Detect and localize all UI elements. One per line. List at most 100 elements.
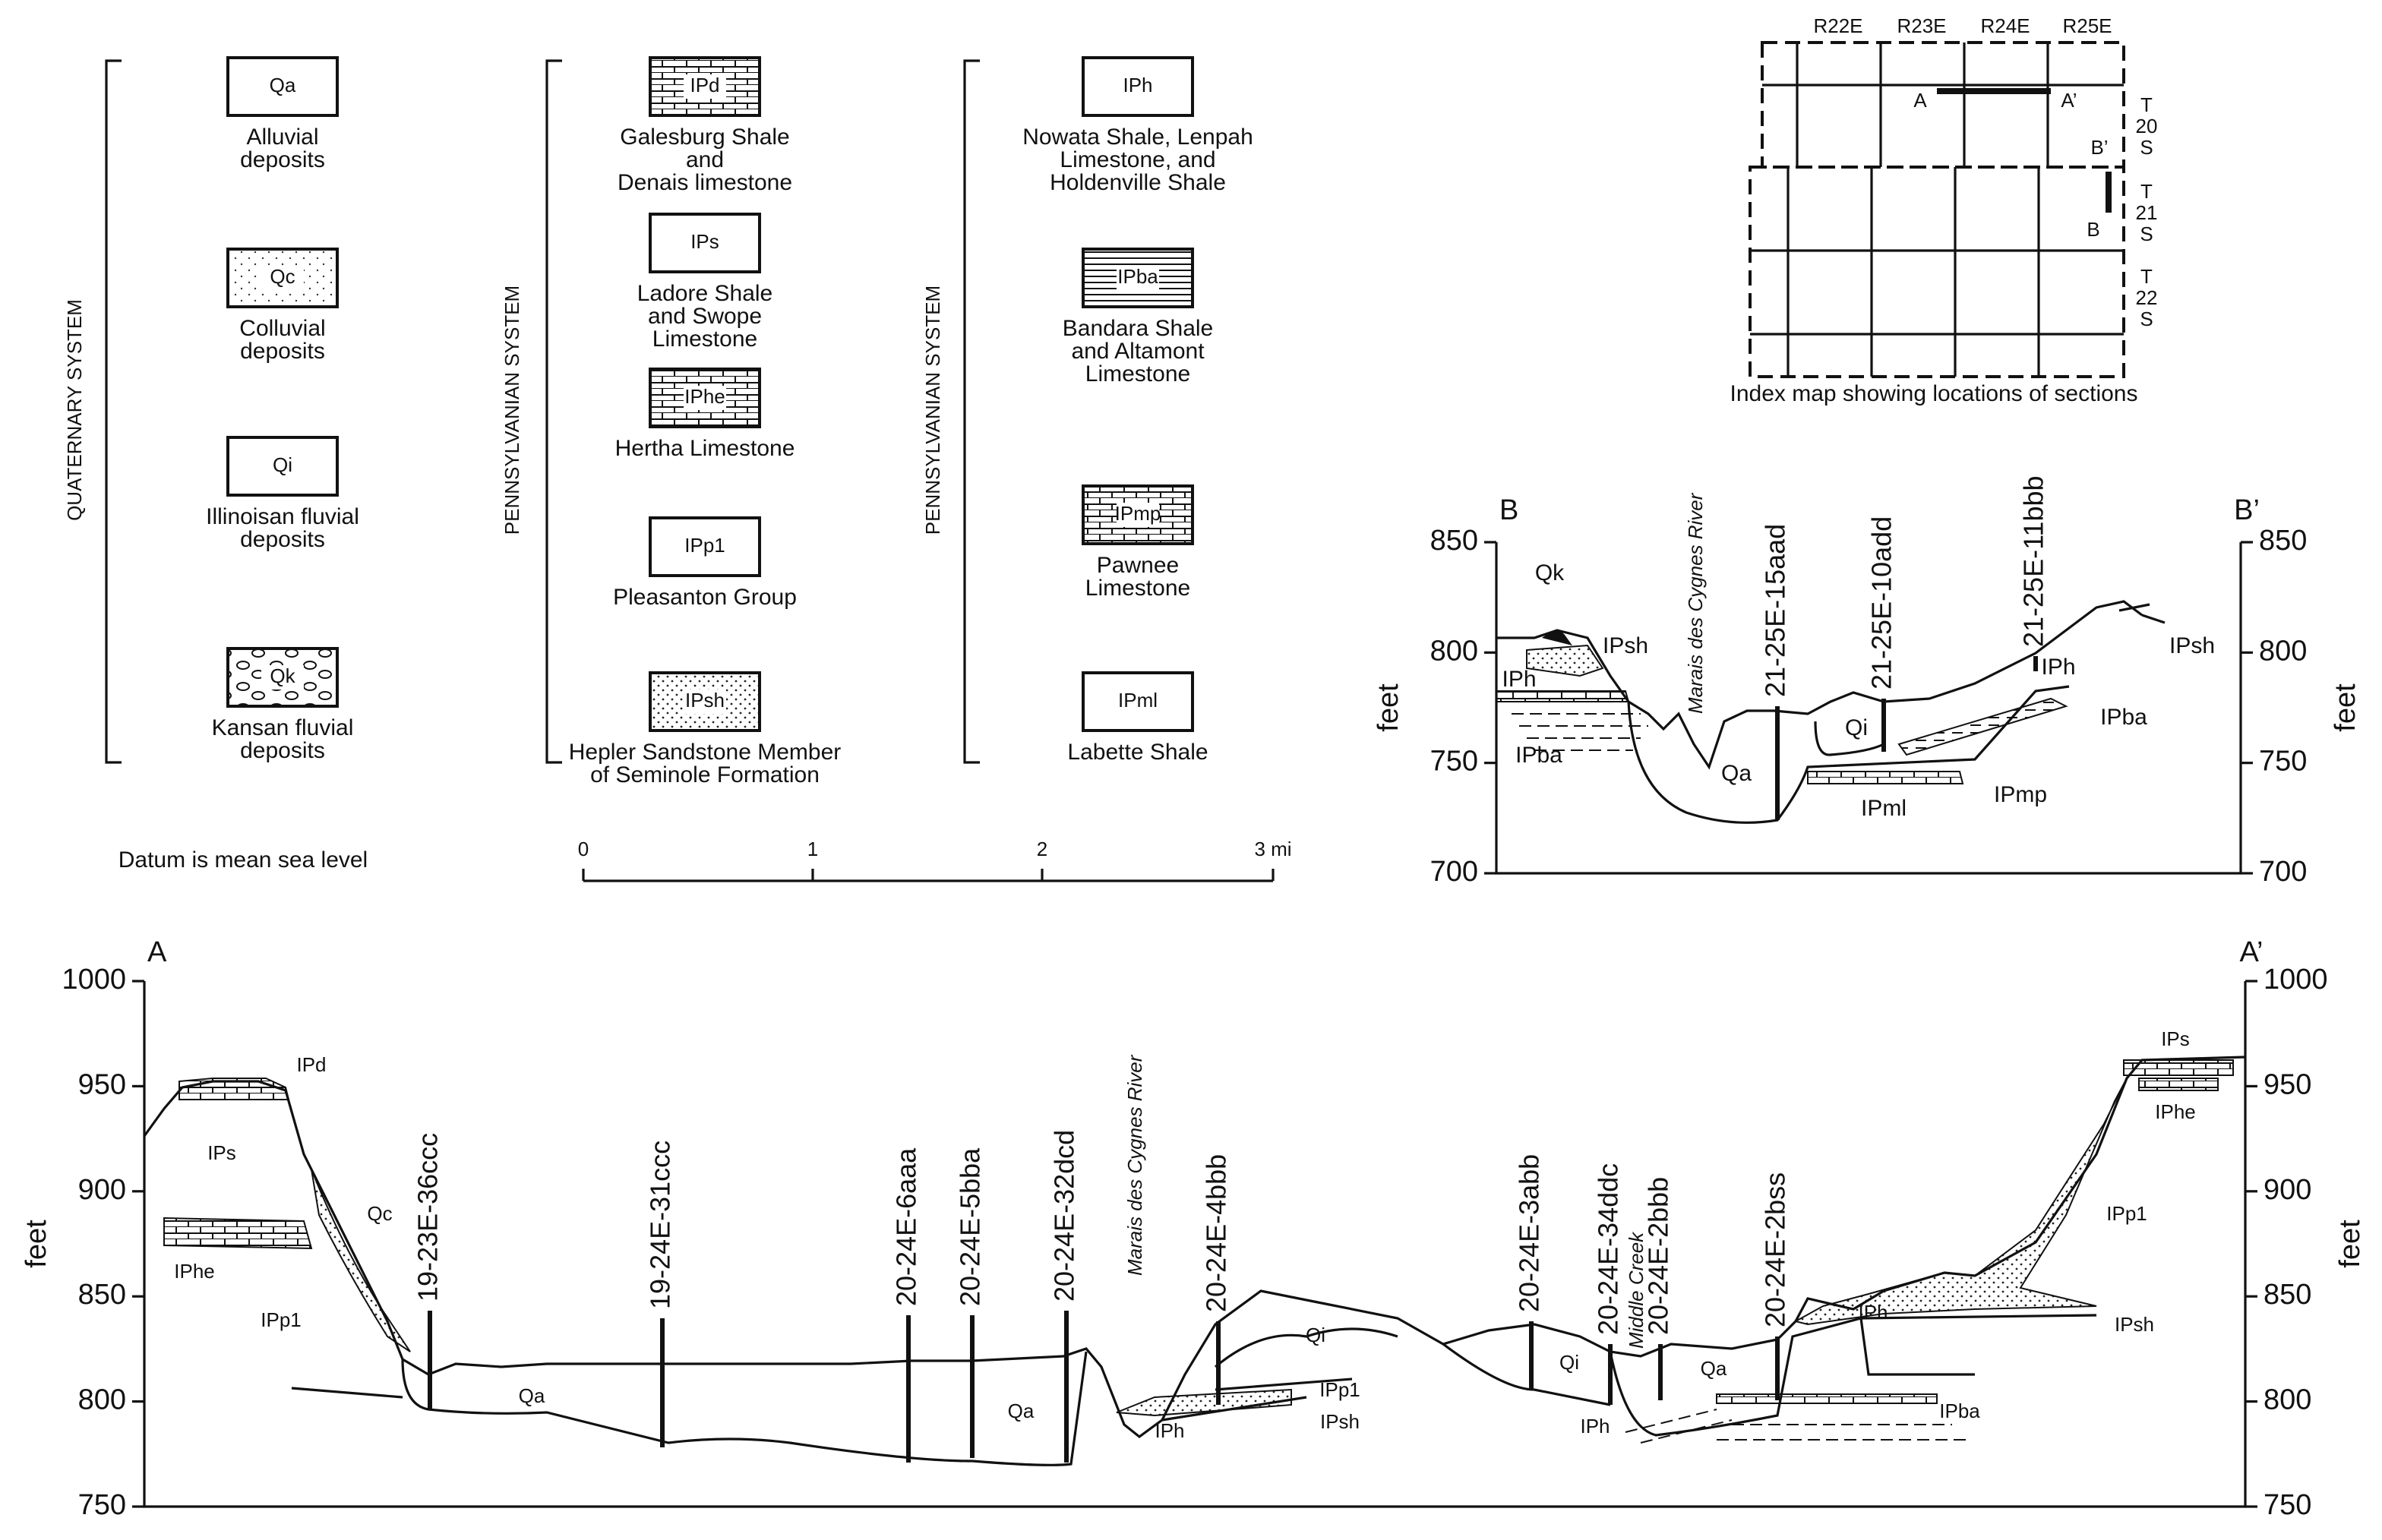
section-endpoint: A [1913, 89, 1927, 112]
bracket [545, 59, 562, 764]
unit-label-section: IPsh [1320, 1410, 1360, 1433]
bracket [963, 59, 980, 764]
range-label: R25E [2062, 14, 2112, 37]
y-tick-label: 850 [2264, 1279, 2311, 1311]
unit-symbol: IPmp [1115, 502, 1161, 525]
symbol-bg [1117, 690, 1159, 714]
unit-label: deposits [240, 527, 325, 552]
unit-label: and Altamont [1071, 339, 1205, 364]
y-tick-label: 950 [2264, 1068, 2311, 1100]
scale-bar [582, 869, 1275, 882]
y-tick-label: 750 [1430, 746, 1478, 778]
township-label: 21 [2136, 201, 2158, 224]
unit-label: Hepler Sandstone Member [569, 740, 842, 765]
scale-label: 3 mi [1254, 838, 1291, 860]
symbol-bg [1117, 74, 1159, 99]
township-label: S [2140, 222, 2153, 245]
y-tick-label: 950 [78, 1068, 126, 1100]
y-axis-label: feet [1373, 683, 1404, 732]
unit-label: Labette Shale [1067, 740, 1208, 765]
well-label: 20-24E-5bba [955, 1147, 986, 1306]
y-tick-label: 850 [1430, 525, 1478, 557]
datum-note: Datum is mean sea level [118, 847, 368, 873]
unit-label: Bandara Shale [1063, 316, 1214, 341]
unit-label-section: IPh [2041, 655, 2075, 680]
y-tick-label: 750 [2264, 1489, 2311, 1521]
unit-label: Alluvial [246, 125, 318, 150]
unit-label-section: IPh [1858, 1301, 1888, 1324]
section-endpoint: B [2087, 218, 2099, 241]
unit-symbol: IPml [1118, 689, 1158, 712]
map-caption: Index map showing locations of sections [1730, 381, 2138, 406]
scale-label: 2 [1037, 838, 1047, 860]
unit-label: Nowata Shale, Lenpah [1022, 125, 1253, 150]
well-label: 20-24E-3abb [1514, 1154, 1545, 1312]
bracket [105, 59, 122, 764]
symbol-bg [261, 74, 304, 99]
system-label: PENNSYLVANIAN SYSTEM [501, 286, 523, 535]
well-label: 20-24E-4bbb [1201, 1154, 1232, 1312]
unit-label-section: Qi [1845, 715, 1868, 740]
well-label: 20-24E-32dcd [1049, 1130, 1080, 1302]
unit-symbol: IPp1 [684, 534, 725, 557]
system-label: PENNSYLVANIAN SYSTEM [921, 286, 944, 535]
symbol-bg [684, 231, 726, 255]
unit-label: Hertha Limestone [615, 436, 795, 461]
scale-label: 1 [807, 838, 818, 860]
township-label: 20 [2136, 115, 2158, 137]
y-tick-label: 900 [2264, 1174, 2311, 1206]
unit-label: Pleasanton Group [613, 585, 797, 610]
symbol-bg [261, 665, 304, 690]
symbol-bg [261, 266, 304, 290]
unit-label-section: Qi [1559, 1351, 1579, 1374]
symbol-bg [684, 690, 726, 714]
well-label: 20-24E-34ddc [1593, 1163, 1624, 1335]
unit-label: Limestone [1085, 576, 1190, 601]
unit-label-section: IPd [296, 1053, 326, 1076]
scale-label: 0 [578, 838, 589, 860]
township-label: T [2140, 180, 2153, 203]
well-label: 21-25E-11bbb [2018, 475, 2049, 647]
well-label: 21-25E-15aad [1760, 524, 1791, 697]
symbol-bg [684, 386, 726, 410]
unit-symbol: IPba [1117, 265, 1158, 288]
section-end-label: A’ [2240, 936, 2264, 968]
y-tick-label: 700 [2259, 856, 2307, 888]
river-label: Marais des Cygnes River [1684, 492, 1707, 714]
unit-label: deposits [240, 339, 325, 364]
unit-label-section: IPhe [2155, 1100, 2196, 1123]
unit-label: deposits [240, 147, 325, 172]
unit-label-section: IPml [1861, 796, 1907, 821]
section-end-label: B [1499, 494, 1518, 526]
y-tick-label: 850 [78, 1279, 126, 1311]
y-axis-label: feet [2330, 683, 2361, 732]
unit-label-section: IPsh [2169, 633, 2215, 658]
section-a [143, 981, 2247, 1508]
unit-symbol: IPhe [684, 385, 725, 408]
unit-label-section: IPhe [174, 1260, 215, 1283]
unit-box [226, 436, 339, 497]
y-tick-label: 800 [78, 1384, 126, 1416]
unit-label: Limestone, and [1060, 147, 1215, 172]
unit-label-section: Qc [367, 1202, 392, 1225]
y-tick-label: 1000 [62, 964, 126, 996]
unit-label-section: IPba [1515, 743, 1562, 768]
section-b [1495, 542, 2242, 875]
well-label: 19-23E-36ccc [412, 1133, 444, 1302]
y-tick-label: 800 [2259, 635, 2307, 667]
township-label: T [2140, 93, 2153, 116]
well-label: 21-25E-10add [1866, 516, 1897, 690]
unit-label: of Seminole Formation [590, 762, 820, 787]
unit-label-section: Qa [1701, 1357, 1727, 1380]
unit-label-section: IPp1 [261, 1308, 302, 1331]
y-tick-label: 1000 [2264, 964, 2328, 996]
unit-label-section: IPs [207, 1141, 236, 1164]
unit-label-section: IPp1 [2106, 1202, 2147, 1225]
y-tick-label: 850 [2259, 525, 2307, 557]
section-end-label: A [147, 936, 167, 968]
y-tick-label: 750 [2259, 746, 2307, 778]
unit-symbol: Qc [270, 265, 295, 288]
y-tick-label: 900 [78, 1174, 126, 1206]
unit-label: Denais limestone [618, 170, 792, 195]
